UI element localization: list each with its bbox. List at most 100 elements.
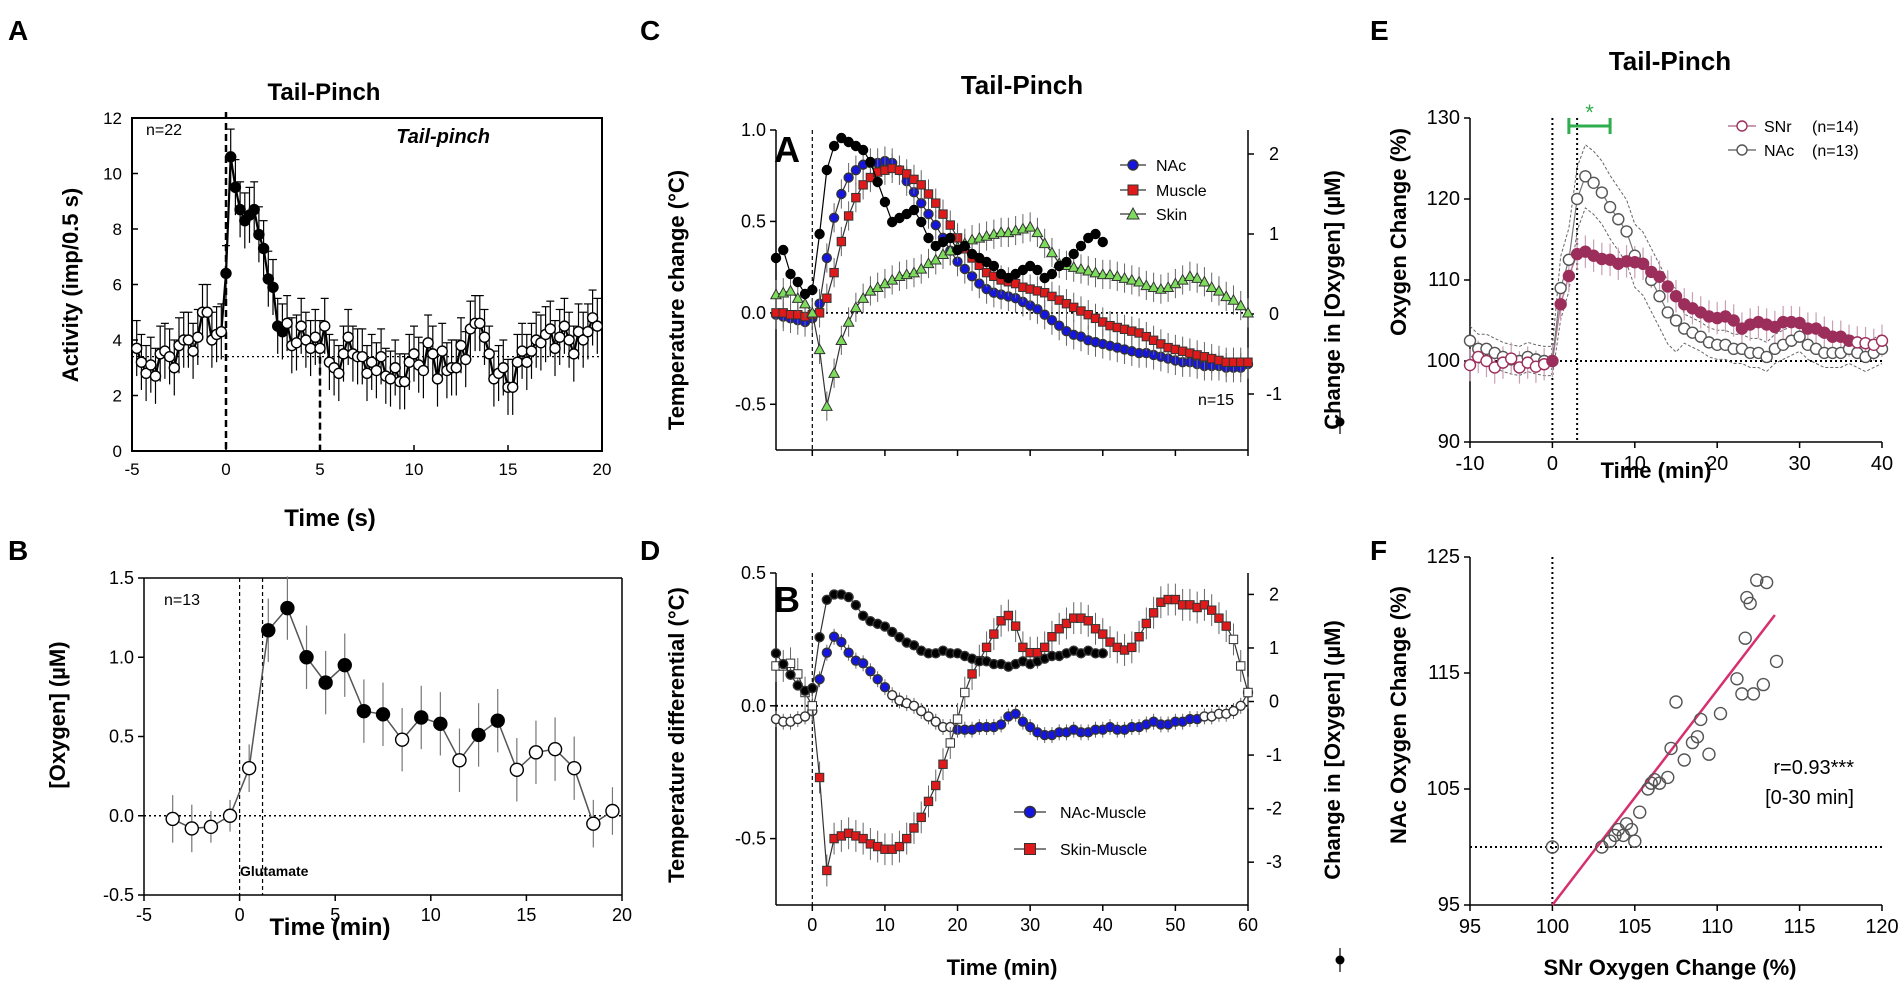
legend-marker-nac [1736, 144, 1748, 156]
nac-point [1793, 330, 1806, 343]
skin-point [1125, 273, 1138, 285]
x-tick-label: 30 [1020, 915, 1040, 935]
x-tick-label: 20 [948, 915, 968, 935]
oxygen-point [908, 640, 920, 651]
nac-muscle-point [843, 647, 854, 658]
nac-point [1053, 320, 1065, 331]
oxygen-point [988, 260, 1000, 272]
skin-muscle-point [1018, 642, 1028, 653]
oxygen-point [814, 632, 825, 643]
skin-point [1147, 281, 1160, 292]
snr-point [1463, 358, 1477, 372]
skin-point [915, 262, 928, 274]
panel-b-glutamate-label: Glutamate [240, 863, 309, 879]
oxygen-point [184, 821, 200, 836]
nac-muscle-point [836, 636, 847, 648]
skin-muscle-point [1134, 632, 1144, 642]
skin-point [995, 226, 1008, 238]
snr-point [1661, 280, 1674, 293]
x-tick-label: 100 [1536, 916, 1569, 938]
y-tick-label: 110 [1428, 269, 1460, 291]
x-tick-label: 10 [875, 915, 895, 935]
oxygen-point [821, 594, 833, 605]
snr-point [1480, 354, 1493, 368]
skin-muscle-point [894, 841, 905, 852]
activity-point [342, 331, 354, 343]
oxygen-point [433, 716, 448, 732]
panel-c-y2label: Change in [Oxygen] (µM) [1320, 170, 1345, 430]
oxygen-point [778, 658, 789, 670]
scatter-point [1664, 741, 1678, 756]
snr-point [1562, 269, 1576, 283]
skin-point [1212, 284, 1226, 296]
x-tick-label: 105 [1618, 916, 1651, 938]
panel-b-n: n=13 [164, 592, 200, 609]
activity-point [554, 331, 566, 343]
oxygen-point [821, 164, 833, 176]
activity-point [276, 325, 289, 338]
skin-muscle-point [807, 701, 818, 711]
skin-muscle-point [1054, 624, 1064, 634]
nac-point [843, 172, 854, 183]
muscle-point [945, 220, 955, 230]
activity-point [295, 320, 307, 332]
panel-b-ylabel: [Oxygen] (µM) [45, 641, 70, 788]
nac-point [1554, 281, 1567, 295]
nac-point [836, 188, 847, 200]
activity-point [304, 342, 317, 355]
nac-point [1039, 309, 1050, 320]
y-tick-label: 12 [103, 109, 122, 128]
activity-point [187, 345, 199, 357]
skin-muscle-point [909, 823, 919, 833]
skin-muscle-point [1236, 661, 1246, 671]
oxygen-point [1097, 648, 1108, 659]
y-tick-label: 95 [1438, 894, 1460, 916]
nac-muscle-point [1017, 716, 1029, 727]
nac-point [916, 197, 927, 209]
activity-point [563, 334, 575, 346]
skin-point [1111, 270, 1124, 281]
activity-point [224, 151, 237, 163]
skin-muscle-point [1003, 610, 1014, 621]
nac-point [1760, 350, 1773, 364]
oxygen-point [165, 811, 180, 827]
oxygen-line [775, 593, 1103, 692]
skin-point [849, 301, 862, 313]
oxygen-point [1075, 240, 1087, 252]
oxygen-point [828, 140, 840, 152]
nac-muscle-point [1010, 708, 1021, 719]
oxygen-point [916, 216, 927, 228]
y-tick-label: 105 [1427, 778, 1460, 800]
skin-point [1074, 262, 1088, 274]
y-tick-label: -0.5 [735, 394, 766, 414]
legend-marker-snr [1736, 120, 1748, 132]
skin-point [1198, 275, 1211, 287]
skin-muscle-point [1206, 605, 1217, 615]
activity-point [436, 345, 448, 357]
y2-tick-label: -2 [1266, 799, 1282, 819]
activity-point [149, 370, 162, 382]
muscle-point [836, 236, 847, 247]
panel-d-inner-letter: B [774, 579, 800, 620]
activity-point [455, 339, 467, 352]
activity-point [361, 367, 373, 379]
nac-sem-lower [1469, 207, 1883, 377]
legend-label-nac-muscle: NAc-Muscle [1060, 805, 1146, 822]
muscle-point [851, 192, 861, 203]
scatter-point [1743, 596, 1757, 611]
panel-d-ylabel: Temperature differential (°C) [664, 587, 689, 883]
oxygen-point [959, 240, 970, 252]
activity-point [544, 323, 556, 335]
x-tick-label: -10 [1456, 453, 1485, 475]
oxygen-point [857, 610, 869, 622]
skin-point [1227, 293, 1240, 305]
x-tick-label: 15 [516, 905, 536, 925]
oxygen-point [222, 808, 238, 823]
scatter-point [1644, 776, 1658, 790]
activity-point [460, 353, 472, 366]
y2-tick-label: 2 [1269, 144, 1279, 164]
oxygen-point [452, 753, 467, 768]
oxygen-point [894, 632, 905, 643]
activity-point [431, 373, 444, 385]
skin-point [1205, 281, 1218, 292]
